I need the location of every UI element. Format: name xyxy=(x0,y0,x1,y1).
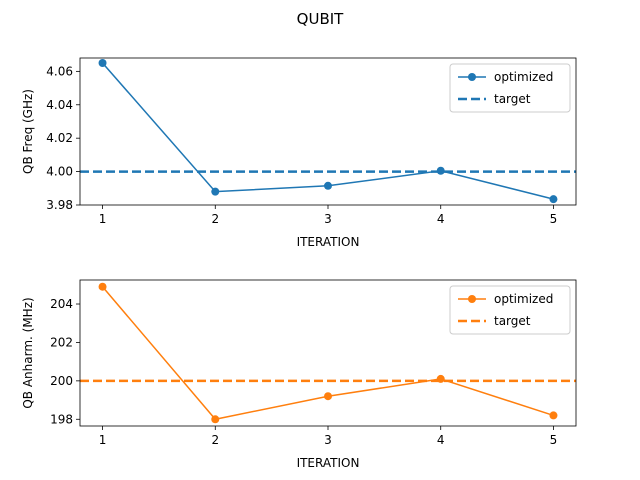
subplot-qubit-anharmonicity: 1 2 3 4 5 198 200 202 204 ITERATION QB Anharm. (MH… xyxy=(21,279,577,470)
anharm-x-tick-label: 5 xyxy=(550,433,558,447)
freq-x-axis-label: ITERATION xyxy=(297,235,360,249)
freq-x-tick-label: 2 xyxy=(211,212,219,226)
figure-title: QUBIT xyxy=(297,10,345,28)
freq-y-tick-label: 4.04 xyxy=(46,98,73,112)
freq-optimized-point-1 xyxy=(98,59,107,68)
anharm-x-tick-label: 3 xyxy=(324,433,332,447)
anharm-optimized-point-2 xyxy=(211,415,220,424)
freq-y-tick-label: 4.06 xyxy=(46,64,73,78)
anharm-legend-label-target: target xyxy=(494,314,531,328)
anharm-optimized-point-3 xyxy=(324,392,332,401)
freq-x-tick-label: 4 xyxy=(437,212,445,226)
freq-y-tick-label: 3.98 xyxy=(46,198,73,212)
anharm-y-tick-label: 202 xyxy=(50,335,73,349)
anharm-legend-marker-optimized xyxy=(468,295,476,303)
freq-y-tick-label: 4.00 xyxy=(46,165,73,179)
anharm-y-tick-label: 204 xyxy=(50,297,73,311)
anharm-optimized-point-1 xyxy=(98,282,107,291)
freq-y-axis-label: QB Freq (GHz) xyxy=(21,89,35,174)
anharm-legend-label-optimized: optimized xyxy=(494,292,553,306)
freq-optimized-point-3 xyxy=(324,181,332,190)
anharm-y-axis-label: QB Anharm. (MHz) xyxy=(21,297,35,408)
freq-legend-marker-optimized xyxy=(468,73,476,81)
freq-x-tick-label: 3 xyxy=(324,212,332,226)
freq-optimized-point-2 xyxy=(211,187,220,196)
freq-x-tick-label: 5 xyxy=(550,212,558,226)
anharm-x-tick-label: 1 xyxy=(99,433,107,447)
anharm-x-tick-label: 4 xyxy=(437,433,445,447)
anharm-y-tick-label: 200 xyxy=(50,374,73,388)
anharm-x-tick-label: 2 xyxy=(211,433,219,447)
anharm-x-axis-label: ITERATION xyxy=(297,456,360,470)
freq-x-tick-label: 1 xyxy=(99,212,107,226)
anharm-optimized-point-5 xyxy=(549,411,558,420)
anharm-y-tick-label: 198 xyxy=(50,412,73,426)
freq-legend-label-optimized: optimized xyxy=(494,70,553,84)
freq-optimized-point-5 xyxy=(549,195,558,204)
freq-y-tick-label: 4.02 xyxy=(46,131,73,145)
subplot-qubit-frequency: 1 2 3 4 5 3.98 4.00 4.02 4.04 4.06 ITERATION QB Fre… xyxy=(21,57,577,249)
freq-legend-label-target: target xyxy=(494,92,531,106)
